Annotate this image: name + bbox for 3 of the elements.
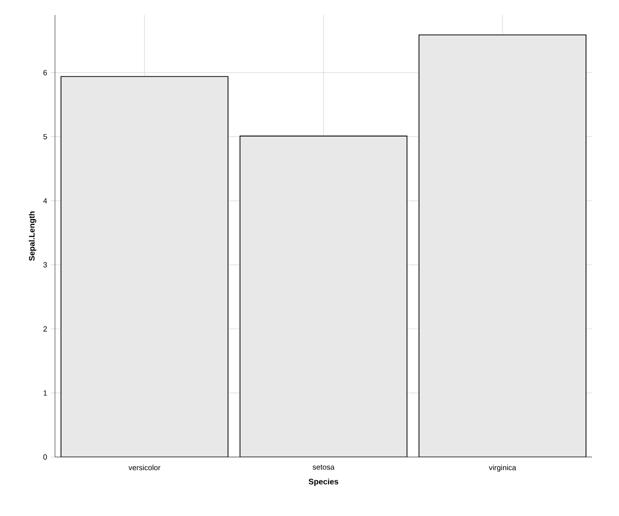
bar — [240, 136, 408, 457]
bar — [60, 76, 228, 457]
bar — [418, 34, 586, 457]
